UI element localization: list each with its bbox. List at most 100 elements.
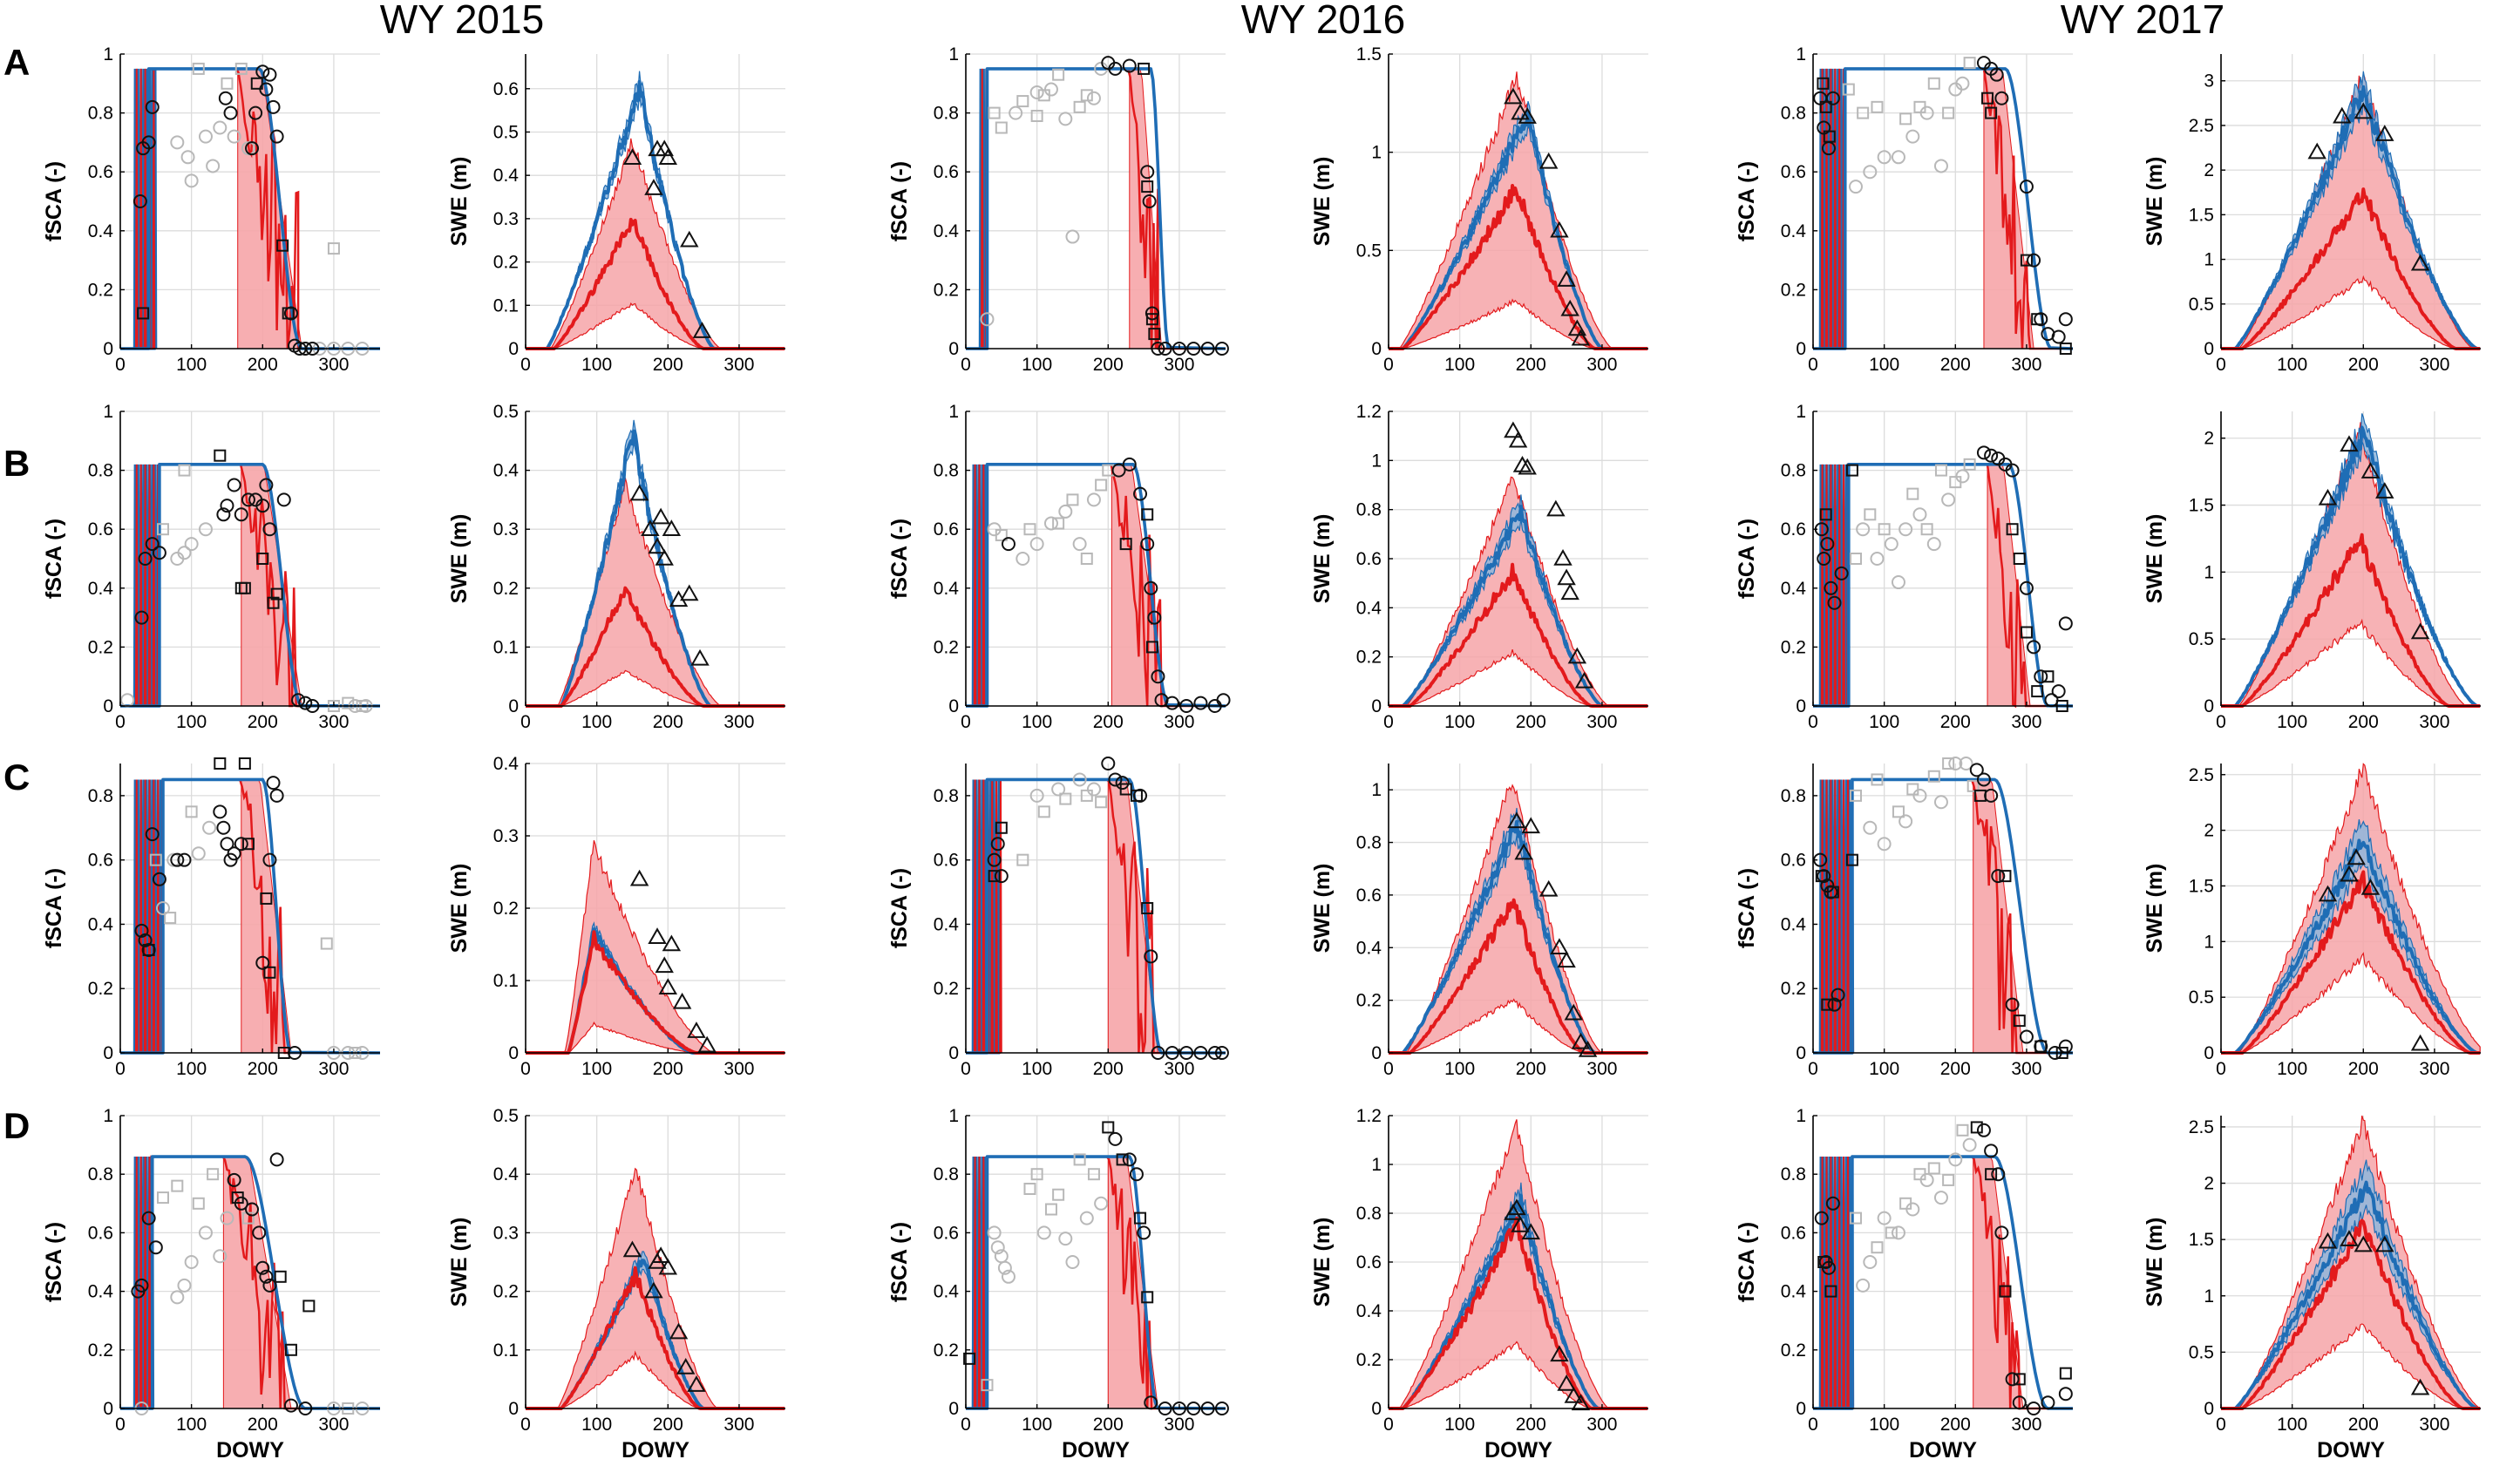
- triangle-point-4: [662, 934, 682, 952]
- circle-point-6: [245, 141, 260, 156]
- triangle-point-2: [1521, 817, 1541, 834]
- grey-circle-point-4: [1905, 129, 1920, 144]
- square-point-2: [1145, 641, 1158, 654]
- grey-circle-point-2: [1029, 85, 1044, 99]
- grey-circle-point-5: [1065, 229, 1080, 244]
- plot-area: [1813, 764, 2073, 1053]
- grey-square-point-3: [1080, 789, 1093, 802]
- grey-circle-point-1: [1015, 552, 1030, 566]
- series: [120, 757, 381, 1060]
- x-tick-label: 200: [248, 1059, 278, 1079]
- grey-circle-point-5: [1912, 507, 1927, 522]
- x-tick-label: 0: [1808, 712, 1818, 732]
- grey-square-point-2: [1016, 95, 1029, 108]
- y-tick-label: 2: [2204, 1174, 2214, 1194]
- y-axis-label: fSCA (-): [42, 161, 66, 241]
- y-tick-label: 1.5: [2189, 496, 2214, 516]
- square-point-1: [250, 77, 263, 90]
- circle-point-4: [1827, 595, 1842, 610]
- square-point-5: [270, 587, 283, 601]
- y-axis-label: SWE (m): [1310, 514, 1335, 604]
- x-tick-label: 0: [520, 1059, 531, 1079]
- circle-point-5: [1984, 1144, 1999, 1158]
- grey-circle-point-1: [166, 852, 181, 867]
- grey-circle-point-4: [1933, 795, 1948, 810]
- circle-point-5: [223, 105, 238, 120]
- triangle-point-4: [2410, 1034, 2430, 1051]
- circle-point-0: [134, 923, 149, 938]
- grey-square-point-0: [981, 1379, 994, 1392]
- grey-square-point-1: [1023, 523, 1036, 536]
- grey-circle-point-4: [206, 159, 221, 173]
- circle-point-12: [2027, 640, 2041, 655]
- triangle-point-3: [651, 507, 670, 525]
- x-tick-label: 100: [581, 712, 612, 732]
- grey-circle-point-5: [1948, 757, 1963, 770]
- grey-circle-point-0: [1856, 1278, 1871, 1293]
- panel-a-2016-swe: 0 100 200 300 0 0.5 1 1.5 SWE (m): [1310, 44, 1648, 375]
- x-tick-label: 0: [2216, 355, 2226, 375]
- y-tick-label: 0.5: [2189, 295, 2214, 315]
- y-axis-label: SWE (m): [447, 1218, 472, 1307]
- plot-area: [966, 411, 1226, 706]
- y-axis-label: SWE (m): [447, 157, 472, 247]
- circle-point-6: [1991, 1167, 2006, 1182]
- x-tick-label: 200: [248, 712, 278, 732]
- x-tick-label: 200: [1940, 1059, 1971, 1079]
- y-tick-label: 0.2: [934, 280, 959, 300]
- circle-point-1: [1122, 1152, 1137, 1167]
- y-tick-label: 0.2: [1781, 280, 1806, 300]
- x-tick-label: 200: [1093, 712, 1124, 732]
- triangle-point-1: [2333, 106, 2352, 124]
- grey-square-point-6: [1966, 779, 1980, 792]
- circle-point-9: [259, 1269, 274, 1284]
- x-tick-label: 100: [176, 1059, 207, 1079]
- circle-point-12: [283, 1398, 298, 1413]
- grey-circle-point-3: [1891, 575, 1905, 590]
- grey-circle-point-3: [1086, 782, 1101, 797]
- y-tick-label: 0.5: [1356, 241, 1382, 261]
- square-point-3: [282, 307, 295, 320]
- x-tick-label: 300: [723, 1415, 754, 1435]
- grey-square-point-6: [1073, 100, 1086, 113]
- y-tick-label: 0.2: [1356, 648, 1382, 668]
- y-tick-label: 0.8: [934, 1164, 959, 1184]
- circle-point-3: [145, 99, 160, 114]
- y-tick-label: 1: [2204, 1286, 2214, 1307]
- panel-c-2015-swe: 0 100 200 300 0 0.1 0.2 0.3 0.4 SWE (m): [447, 754, 785, 1079]
- circle-point-2: [1129, 1167, 1144, 1182]
- square-point-2: [284, 1343, 297, 1356]
- y-tick-label: 0.1: [493, 971, 519, 991]
- grey-circle-point-2: [1898, 814, 1913, 829]
- grey-circle-point-2: [1029, 537, 1044, 552]
- panel-d-2015-fsca: 0 100 200 300 0 0.2 0.4 0.6 0.8 1 fSCA (-) DOWY: [42, 1106, 381, 1463]
- grey-square-point-2: [1885, 1226, 1898, 1239]
- y-tick-label: 1: [1371, 143, 1382, 163]
- panel-d-2016-fsca: 0 100 200 300 0 0.2 0.4 0.6 0.8 1 fSCA (-) DOWY: [887, 1106, 1229, 1463]
- blue-series-line: [2220, 838, 2481, 1055]
- y-tick-label: 0.2: [934, 979, 959, 999]
- x-tick-label: 100: [1869, 355, 1899, 375]
- square-point-5: [2020, 254, 2033, 267]
- circle-point-11: [269, 1152, 284, 1167]
- grey-square-point-0: [1842, 83, 1855, 96]
- grey-square-point-5: [1927, 77, 1940, 90]
- series: [2220, 413, 2481, 708]
- triangle-point-3: [2375, 125, 2394, 141]
- circle-point-0: [1001, 537, 1015, 552]
- y-axis-label: fSCA (-): [1735, 519, 1759, 599]
- y-tick-label: 2.5: [2189, 1117, 2214, 1137]
- triangle-point-1: [1508, 431, 1528, 448]
- grey-circle-point-6: [1058, 1232, 1073, 1246]
- y-tick-label: 1.2: [1356, 402, 1382, 422]
- y-axis-label: SWE (m): [2143, 1218, 2167, 1307]
- grey-square-point-3: [320, 937, 333, 950]
- panel-c-2016-fsca: 0 100 200 300 0 0.2 0.4 0.6 0.8 fSCA (-): [887, 757, 1229, 1079]
- square-point-4: [2020, 626, 2033, 639]
- y-tick-label: 0.6: [88, 519, 113, 540]
- triangle-point-4: [658, 148, 678, 166]
- grey-circle-point-0: [155, 901, 170, 915]
- square-point-1: [1141, 508, 1154, 521]
- red-uncertainty-band: [526, 840, 785, 1054]
- grey-circle-point-0: [1848, 180, 1863, 194]
